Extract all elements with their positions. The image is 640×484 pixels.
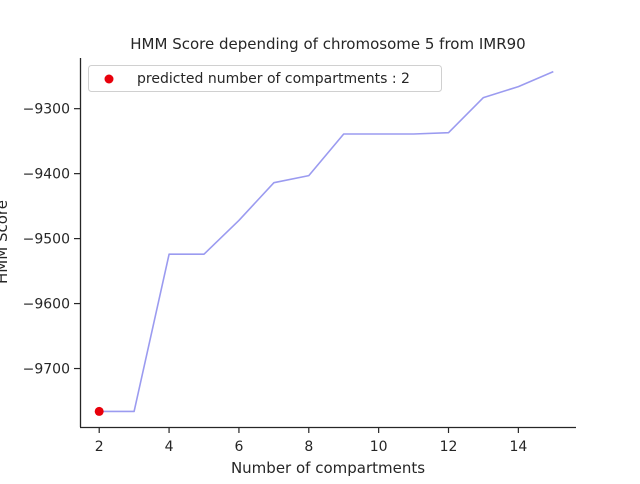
x-axis-ticks: 2 4 6 8 10 12 14 <box>95 427 527 455</box>
x-tick-label: 8 <box>304 439 313 455</box>
legend: predicted number of compartments : 2 <box>88 65 442 92</box>
x-tick-label: 12 <box>440 439 458 455</box>
y-tick-label: −9700 <box>23 362 70 378</box>
plot-area <box>94 70 554 416</box>
y-axis-label: HMM Score <box>0 200 11 284</box>
y-axis-ticks: −9700 −9600 −9500 −9400 −9300 <box>23 102 80 378</box>
y-tick-label: −9500 <box>23 232 70 248</box>
legend-label: predicted number of compartments : 2 <box>137 71 410 87</box>
x-tick-label: 4 <box>165 439 174 455</box>
predicted-point <box>94 406 104 416</box>
series-line-0 <box>99 70 554 413</box>
y-tick-label: −9300 <box>23 102 70 118</box>
x-tick-label: 2 <box>95 439 104 455</box>
legend-box <box>88 65 442 92</box>
y-tick-label: −9600 <box>23 297 70 313</box>
x-tick-label: 14 <box>509 439 527 455</box>
legend-marker <box>104 74 114 84</box>
x-tick-label: 10 <box>370 439 388 455</box>
y-tick-label: −9400 <box>23 167 70 183</box>
x-axis-label: Number of compartments <box>231 459 425 477</box>
chart-title: HMM Score depending of chromosome 5 from… <box>130 35 525 53</box>
x-tick-label: 6 <box>234 439 243 455</box>
